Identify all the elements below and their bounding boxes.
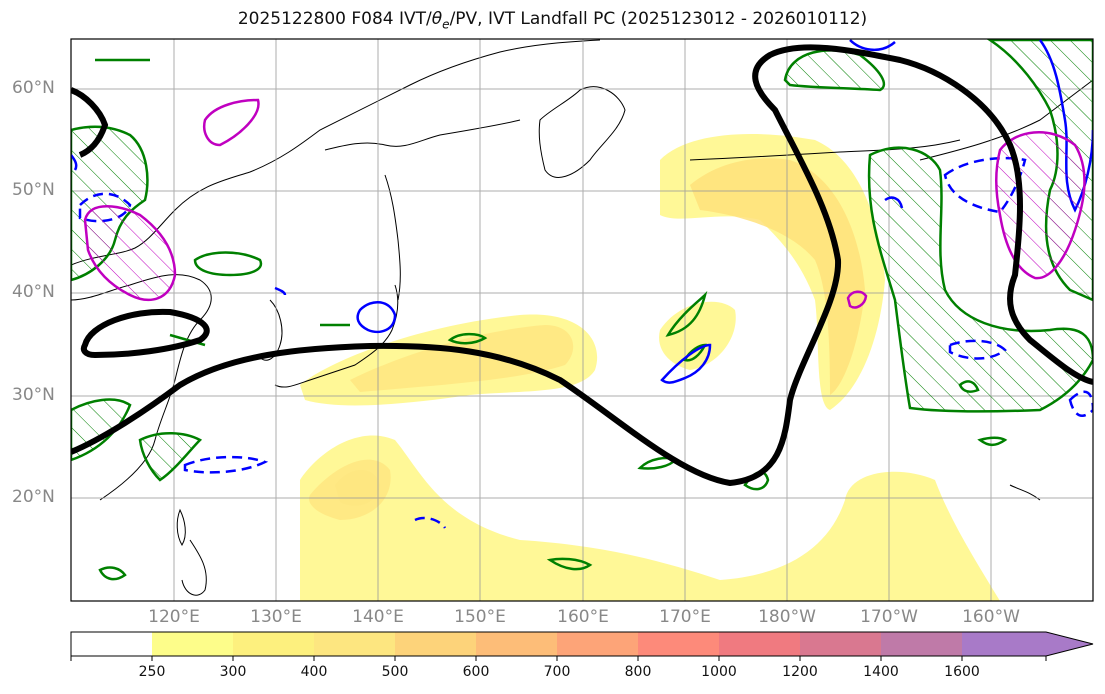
magenta-contour [846,290,868,309]
lat-label: 20°N [12,487,55,507]
map-frame [70,38,1094,602]
colorbar-tick-label: 1600 [944,664,980,680]
colorbar-swatch [476,632,557,656]
lon-label: 180°W [758,607,816,627]
colorbar-swatch [314,632,395,656]
colorbar-swatch [395,632,476,656]
pv-contour-solid [660,343,712,384]
lon-label: 160°W [962,607,1020,627]
colorbar-outline [70,631,1094,657]
theta-e-contour [193,251,263,277]
ivt-fill-region [300,435,1000,601]
pv-contour-solid [71,154,78,171]
ivt-landfall-line [71,44,1093,487]
map-title: 2025122800 F084 IVT/θe/PV, IVT Landfall … [237,9,868,32]
colorbar-extend-arrow [1046,632,1093,656]
theta-e-contour [447,332,488,345]
lon-label: 140°E [352,607,404,627]
colorbar-swatch [71,632,152,656]
theta-e-region [138,432,203,482]
theta-symbol: θ [431,9,443,29]
pv-contour-dashed [943,156,1027,214]
pv-contour-solid [849,39,896,51]
pv-contour-solid [356,301,397,334]
magenta-region [83,205,177,302]
colorbar [70,631,1094,661]
colorbar-tick-label: 300 [219,664,247,680]
theta-e-contour [977,436,1008,447]
colorbar-swatch [881,632,962,656]
colorbar-tick-label: 1200 [782,664,818,680]
lon-label: 130°E [250,607,302,627]
ivt-landfall-contour [71,44,1093,487]
ivt-fill-region [335,470,380,506]
coastline-aleutians [689,139,961,161]
ivt-landfall-line [80,308,210,359]
colorbar-tick-label: 1400 [863,664,899,680]
colorbar-tick-label: 1000 [701,664,737,680]
theta-e-contour [958,380,980,393]
pv-contour-dashed [414,516,447,529]
lon-label: 120°E [148,607,200,627]
coastline-taiwan [176,508,186,546]
ivt-fill-region [659,301,736,370]
ivt-fill-region [350,325,574,392]
pv-contour-dashed [948,339,1007,360]
coastline-sea-okhotsk [324,119,521,151]
coastline-korea [257,299,283,361]
lat-label: 30°N [12,385,55,405]
theta-subscript: e [442,17,450,32]
lat-label: 60°N [12,78,55,98]
colorbar-tick-label: 400 [300,664,328,680]
magenta-contour [203,98,260,147]
colorbar-swatch [962,632,1046,656]
colorbar-swatch [800,632,881,656]
colorbar-swatch [719,632,800,656]
colorbar-tick-label: 500 [381,664,409,680]
coastline-kamchatka [538,86,626,178]
theta-e-contour [546,557,593,571]
colorbar-tick-label: 800 [624,664,652,680]
colorbar-tick-label: 700 [543,664,571,680]
lon-label: 150°E [454,607,506,627]
pv-contour-solid [884,196,904,209]
colorbar-swatch [557,632,638,656]
colorbar-tick-label: 250 [138,664,166,680]
colorbar-swatch [638,632,719,656]
pv-contour-solid [274,286,287,296]
coastline-sakhalin [384,174,401,301]
ivt-shading [300,134,1000,601]
theta-e-region [783,49,886,92]
colorbar-swatch [152,632,233,656]
lat-label: 50°N [12,180,55,200]
lat-label: 40°N [12,282,55,302]
theta-e-contour [665,290,708,337]
colorbar-tick-label: 600 [462,664,490,680]
pv-contour-dashed [183,455,269,474]
theta-e-contour [98,566,127,581]
colorbar-swatch [233,632,314,656]
map-plot-area [71,39,1093,601]
ivt-landfall-line [71,87,109,158]
lon-label: 170°E [659,607,711,627]
lon-label: 160°E [557,607,609,627]
ivt-fill-region [690,158,865,395]
coastline-philippines [181,539,207,596]
lon-label: 170°W [860,607,918,627]
